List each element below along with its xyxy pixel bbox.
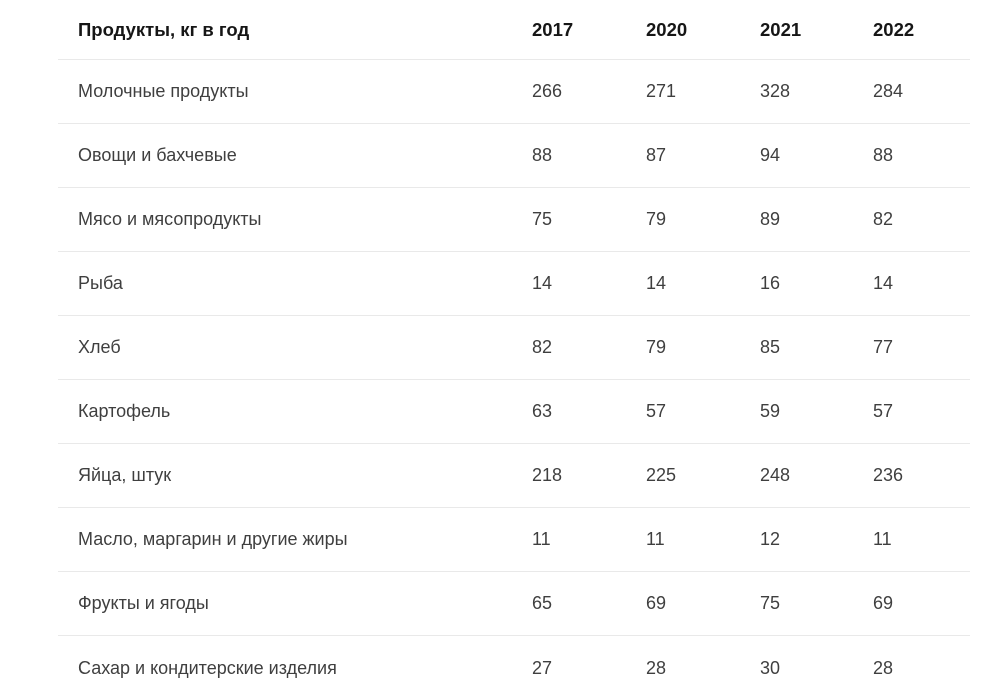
column-header-year-2021: 2021	[760, 18, 802, 40]
cell-value: 65	[532, 593, 553, 613]
cell-value: 79	[646, 337, 667, 357]
row-label: Фрукты и ягоды	[78, 593, 209, 613]
cell-value: 284	[873, 81, 904, 101]
cell-value: 12	[760, 529, 781, 549]
cell-value: 30	[760, 657, 781, 678]
cell-value: 79	[646, 209, 667, 229]
table-row: Масло, маргарин и другие жиры 11 11 12 1…	[58, 508, 970, 572]
row-label: Яйца, штук	[78, 465, 172, 485]
table-row: Картофель 63 57 59 57	[58, 380, 970, 444]
cell-value: 85	[760, 337, 781, 357]
table-row: Сахар и кондитерские изделия 27 28 30 28	[58, 636, 970, 688]
cell-value: 14	[532, 273, 553, 293]
cell-value: 88	[532, 145, 553, 165]
row-label: Масло, маргарин и другие жиры	[78, 529, 348, 549]
cell-value: 28	[873, 657, 894, 678]
cell-value: 236	[873, 465, 904, 485]
cell-value: 69	[646, 593, 667, 613]
cell-value: 11	[532, 529, 551, 549]
row-label: Молочные продукты	[78, 81, 249, 101]
cell-value: 266	[532, 81, 563, 101]
cell-value: 11	[646, 529, 665, 549]
row-label: Картофель	[78, 401, 171, 421]
table-row: Овощи и бахчевые 88 87 94 88	[58, 124, 970, 188]
cell-value: 11	[873, 529, 892, 549]
cell-value: 248	[760, 465, 791, 485]
table-row: Молочные продукты 266 271 328 284	[58, 60, 970, 124]
column-header-year-2022: 2022	[873, 18, 915, 40]
row-label: Овощи и бахчевые	[78, 145, 237, 165]
cell-value: 28	[646, 657, 667, 678]
table-row: Фрукты и ягоды 65 69 75 69	[58, 572, 970, 636]
cell-value: 225	[646, 465, 677, 485]
cell-value: 77	[873, 337, 894, 357]
cell-value: 87	[646, 145, 667, 165]
row-label: Рыба	[78, 273, 123, 293]
cell-value: 94	[760, 145, 781, 165]
cell-value: 82	[873, 209, 894, 229]
cell-value: 27	[532, 657, 553, 678]
cell-value: 63	[532, 401, 553, 421]
table-row: Хлеб 82 79 85 77	[58, 316, 970, 380]
table-row: Рыба 14 14 16 14	[58, 252, 970, 316]
row-label: Хлеб	[78, 337, 121, 357]
row-label: Мясо и мясопродукты	[78, 209, 262, 229]
cell-value: 16	[760, 273, 781, 293]
cell-value: 271	[646, 81, 677, 101]
column-header-products: Продукты, кг в год	[78, 18, 250, 40]
products-consumption-table: Продукты, кг в год 2017 2020 2021 2022 М…	[58, 0, 970, 688]
cell-value: 57	[646, 401, 667, 421]
cell-value: 57	[873, 401, 894, 421]
table-row: Мясо и мясопродукты 75 79 89 82	[58, 188, 970, 252]
cell-value: 328	[760, 81, 791, 101]
cell-value: 218	[532, 465, 563, 485]
cell-value: 75	[760, 593, 781, 613]
cell-value: 75	[532, 209, 553, 229]
row-label: Сахар и кондитерские изделия	[78, 657, 337, 678]
column-header-year-2020: 2020	[646, 18, 688, 40]
cell-value: 14	[646, 273, 667, 293]
cell-value: 88	[873, 145, 894, 165]
cell-value: 69	[873, 593, 894, 613]
cell-value: 82	[532, 337, 553, 357]
table-row: Яйца, штук 218 225 248 236	[58, 444, 970, 508]
cell-value: 89	[760, 209, 781, 229]
table-header-row: Продукты, кг в год 2017 2020 2021 2022	[58, 0, 970, 60]
cell-value: 14	[873, 273, 894, 293]
column-header-year-2017: 2017	[532, 18, 574, 40]
cell-value: 59	[760, 401, 781, 421]
